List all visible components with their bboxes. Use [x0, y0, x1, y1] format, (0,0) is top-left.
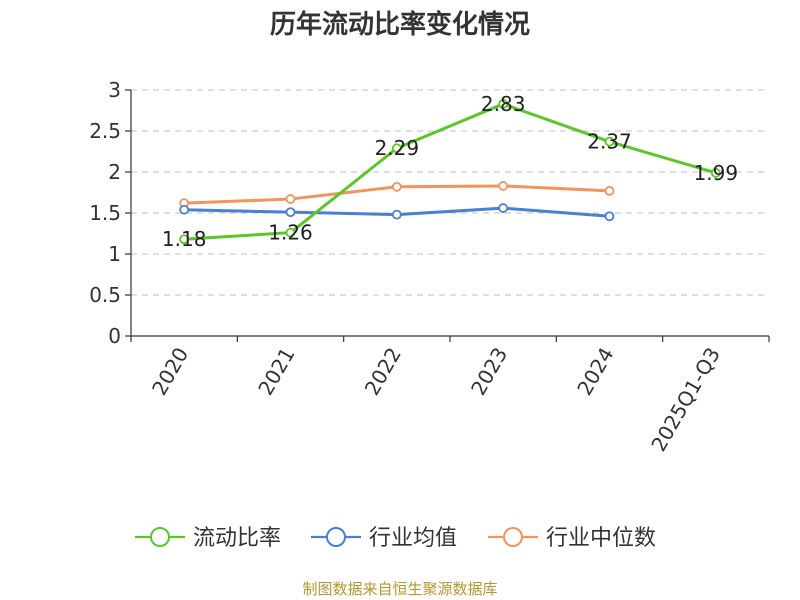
data-point	[391, 143, 402, 154]
data-label: 2.83	[481, 92, 526, 116]
source-note: 制图数据来自恒生聚源数据库	[302, 580, 498, 598]
y-tick-label: 0.5	[89, 283, 121, 307]
data-point	[285, 227, 296, 238]
x-tick-label: 2023	[466, 343, 512, 399]
data-label: 1.26	[268, 221, 313, 245]
data-point	[391, 181, 402, 192]
legend-marker	[150, 527, 170, 547]
legend: 流动比率 行业均值 行业中位数	[135, 526, 656, 551]
legend-label: 行业中位数	[546, 526, 656, 551]
data-point	[604, 185, 615, 196]
x-tick-label: 2024	[572, 343, 618, 399]
y-tick-label: 1	[108, 242, 121, 266]
data-label: 2.29	[375, 136, 420, 160]
series-line	[184, 102, 717, 241]
data-point	[710, 167, 721, 178]
series-lines	[179, 99, 721, 245]
y-tick-label: 2.5	[89, 119, 121, 143]
x-tick-label: 2020	[147, 343, 193, 399]
data-label: 1.18	[162, 227, 207, 251]
x-tick-label: 2022	[360, 343, 406, 399]
chart-title: 历年流动比率变化情况	[269, 10, 530, 40]
grid-lines	[131, 89, 769, 296]
data-point	[604, 211, 615, 222]
legend-marker	[326, 527, 346, 547]
data-point	[179, 234, 190, 245]
y-tick-label: 0	[108, 324, 121, 348]
legend-label: 流动比率	[193, 526, 281, 551]
x-tick-label: 2021	[253, 343, 299, 399]
data-labels: 1.18 1.26 2.29 2.83 2.37 1.99	[162, 92, 738, 251]
data-point	[179, 204, 190, 215]
data-point	[604, 136, 615, 147]
data-point	[285, 194, 296, 204]
data-point	[391, 209, 402, 220]
legend-marker	[503, 527, 523, 547]
data-point	[498, 203, 509, 213]
data-point	[285, 207, 296, 218]
data-point	[498, 181, 509, 191]
x-tick-label: 2025Q1-Q3	[646, 343, 725, 455]
y-tick-label: 2	[108, 160, 121, 184]
legend-label: 行业均值	[369, 526, 457, 551]
y-tick-label: 1.5	[89, 201, 121, 225]
data-point	[498, 99, 509, 109]
data-label: 2.37	[587, 130, 632, 154]
y-tick-label: 3	[108, 78, 121, 102]
data-label: 1.99	[694, 161, 739, 185]
